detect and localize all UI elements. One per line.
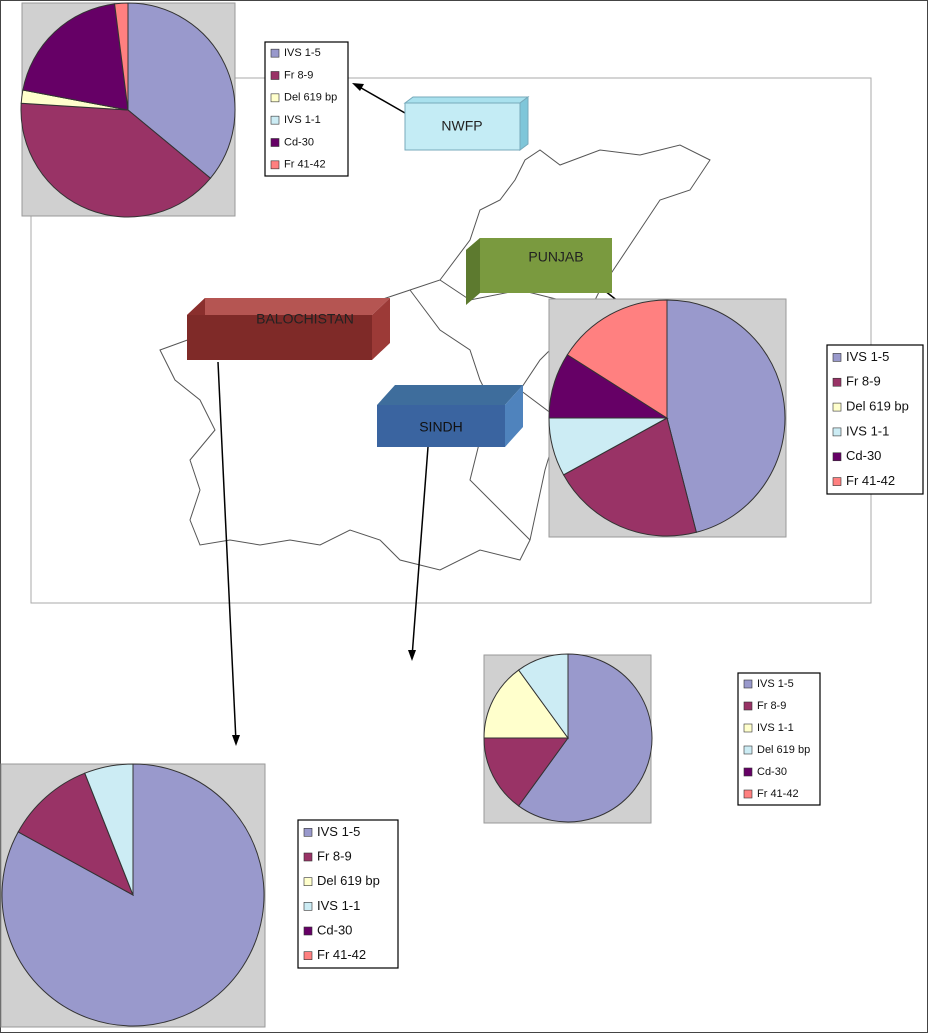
legend-swatch xyxy=(270,138,280,147)
legend-box xyxy=(737,672,821,806)
pie-slice xyxy=(483,669,569,739)
legend-label: Fr 41-42 xyxy=(757,788,799,800)
block-side xyxy=(519,96,529,151)
block-top xyxy=(403,96,530,104)
arrow-head xyxy=(352,83,364,91)
legend-swatch xyxy=(303,926,313,936)
pie-chart: IVS 1-5 Fr 8-9 IVS 1-1 Del 619 bp Cd-30 Fr 41… xyxy=(483,653,821,824)
pie-slice xyxy=(17,772,134,897)
arrow-head xyxy=(408,650,416,661)
legend-swatch xyxy=(270,115,280,125)
legend-swatch xyxy=(270,93,280,103)
legend-swatch xyxy=(832,353,842,362)
block-front xyxy=(377,405,505,447)
legend-label: Fr 8-9 xyxy=(284,69,313,81)
pie-slice xyxy=(20,102,212,218)
legend-label: Del 619 bp xyxy=(284,92,337,104)
pie-slice xyxy=(517,653,653,823)
map-outline xyxy=(159,144,711,571)
region-balochistan: BALOCHISTAN xyxy=(187,298,390,360)
legend-swatch xyxy=(832,427,842,437)
legend-swatch xyxy=(743,679,753,689)
block-front xyxy=(480,238,612,293)
legend-label: Fr 8-9 xyxy=(317,848,352,863)
pie-slice xyxy=(566,299,668,419)
legend-label: IVS 1-5 xyxy=(846,349,889,364)
legend-label: Del 619 bp xyxy=(317,873,380,888)
block-side xyxy=(505,385,523,447)
legend-label: Cd-30 xyxy=(284,136,314,148)
pie-slice xyxy=(114,2,129,111)
pie-slice xyxy=(666,299,786,533)
region-punjab: PUNJAB xyxy=(466,238,612,305)
arrow xyxy=(411,446,429,658)
block-top xyxy=(187,298,390,315)
arrow xyxy=(217,361,237,743)
pie-chart: IVS 1-5 Fr 8-9 Del 619 bp IVS 1-1 Cd-30 Fr 41… xyxy=(20,2,349,218)
block-top xyxy=(377,385,523,405)
pie-chart: IVS 1-5 Fr 8-9 Del 619 bp IVS 1-1 Cd-30 Fr 41… xyxy=(0,763,399,1028)
pie-chart: IVS 1-5 Fr 8-9 Del 619 bp IVS 1-1 Cd-30 Fr 41… xyxy=(548,298,924,538)
legend-box xyxy=(826,344,924,495)
legend-label: IVS 1-5 xyxy=(317,824,360,839)
region-label: BALOCHISTAN xyxy=(256,311,354,327)
pie-slice xyxy=(127,2,236,179)
legend-label: Del 619 bp xyxy=(846,399,909,414)
legend-swatch xyxy=(303,902,313,911)
legend-swatch xyxy=(743,701,753,711)
block-side xyxy=(466,238,480,305)
block-bottom xyxy=(187,315,372,360)
legend-label: IVS 1-1 xyxy=(284,114,321,126)
legend-label: Fr 8-9 xyxy=(846,374,881,389)
legend-label: IVS 1-1 xyxy=(317,898,360,913)
legend-swatch xyxy=(303,828,313,837)
pie-slice xyxy=(22,3,129,111)
legend-label: Fr 8-9 xyxy=(757,700,786,712)
legend-swatch xyxy=(832,452,842,462)
arrow xyxy=(355,84,406,114)
region-label: NWFP xyxy=(441,118,482,134)
legend-label: Cd-30 xyxy=(317,922,352,937)
pie-slice xyxy=(562,417,697,537)
legend-label: Fr 41-42 xyxy=(317,947,366,962)
legend-label: IVS 1-5 xyxy=(284,47,321,59)
legend-label: IVS 1-5 xyxy=(757,678,794,690)
legend-swatch xyxy=(743,789,753,799)
legend-box xyxy=(297,819,399,969)
legend-label: Fr 41-42 xyxy=(846,473,895,488)
region-nwfp: NWFP xyxy=(403,96,530,151)
block-front xyxy=(404,102,521,151)
legend-label: IVS 1-1 xyxy=(846,423,889,438)
legend-swatch xyxy=(832,477,842,486)
legend-label: Cd-30 xyxy=(846,448,881,463)
map-frame xyxy=(30,77,872,604)
block-face xyxy=(372,298,390,360)
pie-slice xyxy=(483,737,569,807)
arrow-head xyxy=(232,735,240,746)
legend-box xyxy=(264,41,349,177)
legend-label: Del 619 bp xyxy=(757,744,810,756)
legend-swatch xyxy=(832,377,842,387)
legend-swatch xyxy=(303,951,313,960)
legend-swatch xyxy=(303,852,313,862)
region-sindh: SINDH xyxy=(377,385,523,447)
legend-swatch xyxy=(743,767,753,777)
pie-slice xyxy=(1,763,265,1027)
legend-swatch xyxy=(270,160,280,170)
legend-swatch xyxy=(832,402,842,412)
legend-swatch xyxy=(270,71,280,80)
region-label: SINDH xyxy=(419,419,463,435)
legend-swatch xyxy=(270,48,280,58)
legend-swatch xyxy=(743,723,753,733)
region-label: PUNJAB xyxy=(528,249,583,265)
legend-label: Fr 41-42 xyxy=(284,159,326,171)
legend-label: IVS 1-1 xyxy=(757,722,794,734)
legend-swatch xyxy=(743,745,753,755)
legend-label: Cd-30 xyxy=(757,766,787,778)
legend-swatch xyxy=(303,877,313,886)
